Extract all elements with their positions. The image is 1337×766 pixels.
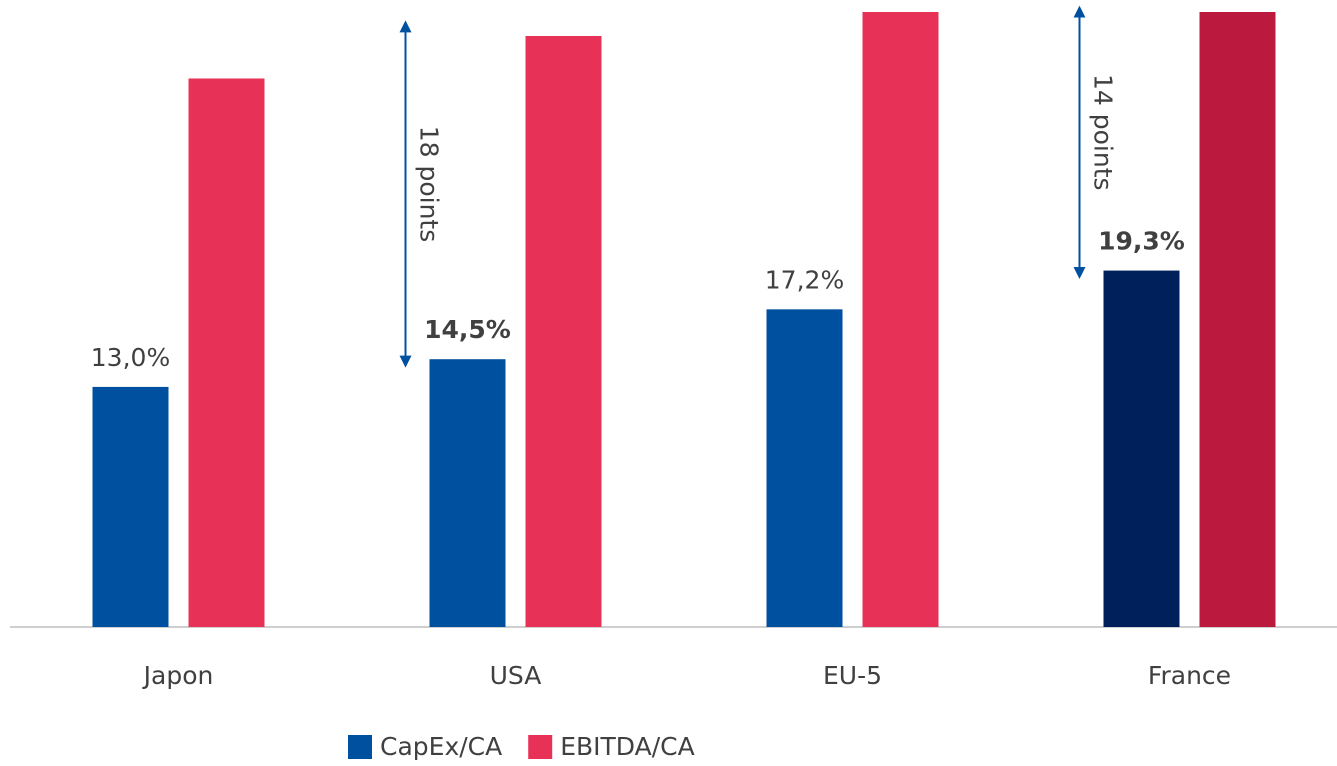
bar <box>525 36 602 627</box>
legend-swatch <box>528 735 553 759</box>
bar <box>1103 270 1180 627</box>
x-tick-label: USA <box>490 661 542 690</box>
annotation-text: 18 points <box>415 126 444 243</box>
bar <box>766 309 843 627</box>
data-label: 13,0% <box>91 343 170 372</box>
legend-swatch <box>348 735 372 759</box>
data-label: 14,5% <box>424 315 511 344</box>
bar <box>862 12 939 627</box>
data-label: 17,2% <box>765 265 844 294</box>
bar <box>92 386 169 627</box>
bar <box>1199 12 1276 627</box>
bar <box>188 78 265 627</box>
x-tick-label: Japon <box>142 661 214 690</box>
x-tick-label: France <box>1148 661 1231 690</box>
data-label: 19,3% <box>1098 227 1185 256</box>
legend-label: EBITDA/CA <box>560 732 695 761</box>
x-tick-label: EU-5 <box>823 661 882 690</box>
legend-label: CapEx/CA <box>380 732 502 761</box>
bar <box>429 359 506 627</box>
annotation-text: 14 points <box>1089 74 1118 191</box>
